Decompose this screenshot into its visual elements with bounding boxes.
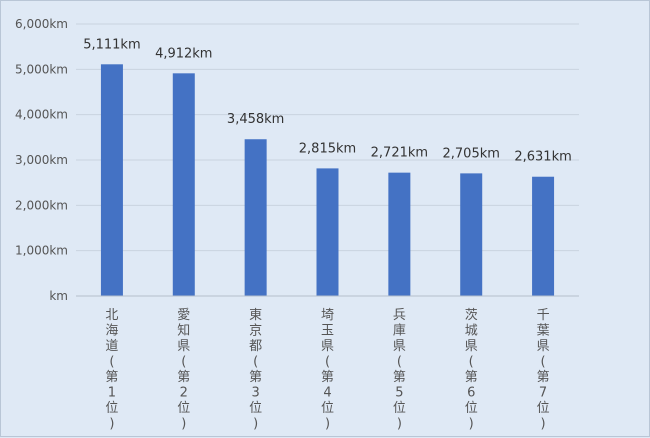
y-tick-label: 6,000km: [15, 17, 68, 31]
bar: [172, 73, 195, 297]
data-label: 4,912km: [155, 46, 212, 61]
bars: [100, 64, 555, 297]
x-category-label: 北海道(第 1 位): [105, 308, 118, 432]
x-category-label: 愛知県(第 2 位): [177, 308, 190, 432]
bar: [460, 173, 483, 296]
bar: [100, 64, 123, 296]
bar: [316, 168, 339, 296]
x-category-label: 千葉県(第 7 位): [537, 308, 550, 432]
data-label: 3,458km: [227, 112, 284, 127]
y-tick-label: 4,000km: [15, 108, 68, 122]
y-tick-label: 2,000km: [15, 198, 68, 212]
bar: [388, 172, 411, 296]
bar: [244, 139, 267, 296]
y-tick-label: 5,000km: [15, 62, 68, 76]
data-label: 2,721km: [371, 146, 428, 161]
data-label: 5,111km: [83, 37, 140, 52]
gridlines: [76, 23, 579, 252]
x-category-label: 東京都(第 3 位): [249, 307, 262, 432]
x-axis-category-labels: 北海道(第 1 位) 愛知県(第 2 位) 東京都(第 3 位) 埼玉県(第 4 位) 兵庫県(第 5 位)…: [105, 307, 549, 432]
x-category-label: 兵庫県(第 5 位): [393, 308, 406, 432]
x-category-label: 埼玉県(第 4 位): [321, 308, 334, 432]
data-label: 2,815km: [299, 141, 356, 156]
y-tick-label: 1,000km: [15, 244, 68, 258]
y-tick-label: 3,000km: [15, 153, 68, 167]
x-category-label: 茨城県(第 6 位): [465, 308, 478, 432]
y-tick-label: km: [49, 289, 68, 303]
bar: [532, 176, 555, 296]
y-axis-tick-labels: km 1,000km 2,000km 3,000km 4,000km 5,000km 6,0…: [15, 17, 68, 303]
data-labels: 5,111km 4,912km 3,458km 2,815km 2,721km 2,705…: [83, 37, 572, 164]
data-label: 2,631km: [514, 150, 571, 165]
data-label: 2,705km: [443, 146, 500, 161]
